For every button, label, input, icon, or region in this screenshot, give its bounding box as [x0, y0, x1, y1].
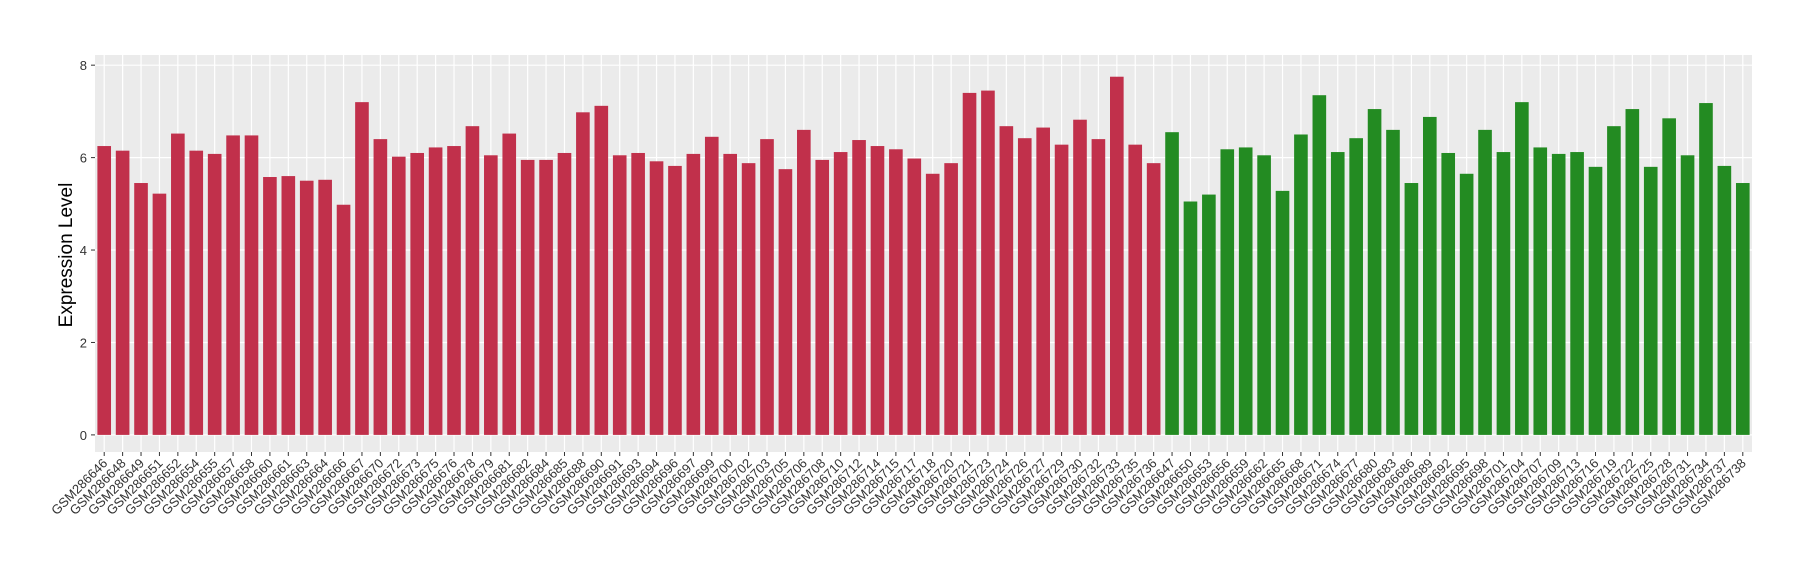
bar: [1183, 201, 1198, 435]
bar: [1294, 134, 1308, 435]
bar: [612, 155, 627, 435]
bar: [668, 165, 682, 435]
bar: [557, 152, 572, 435]
bar: [1588, 166, 1603, 435]
bar: [318, 179, 332, 435]
bar: [889, 149, 903, 435]
bar: [447, 146, 461, 435]
bar: [1275, 190, 1290, 435]
bar: [263, 177, 277, 435]
bar: [1036, 127, 1050, 435]
bar: [760, 139, 774, 435]
bar: [1717, 165, 1732, 435]
bar: [520, 159, 535, 435]
bar: [741, 163, 756, 435]
bar: [1367, 109, 1382, 435]
bar: [355, 102, 369, 435]
bar: [852, 140, 866, 435]
bar: [907, 158, 922, 435]
bar: [1735, 183, 1750, 435]
y-tick-label: 6: [80, 151, 87, 166]
bar: [1257, 155, 1271, 435]
bar: [870, 146, 885, 435]
bar: [686, 153, 701, 435]
bar: [1330, 152, 1345, 435]
bar: [999, 126, 1014, 435]
bar: [1441, 152, 1456, 435]
bar: [981, 90, 995, 435]
bar: [1017, 138, 1032, 435]
bar: [244, 135, 259, 435]
bar: [962, 92, 977, 435]
bar: [1662, 118, 1676, 435]
bar: [576, 112, 590, 435]
bar: [171, 133, 185, 435]
bar: [1312, 95, 1327, 435]
bar: [207, 153, 222, 435]
bar: [1128, 144, 1143, 435]
bar: [539, 159, 553, 435]
bar: [299, 180, 314, 435]
bar: [1110, 76, 1124, 435]
bar: [815, 159, 830, 435]
bar: [373, 139, 388, 435]
bar: [97, 146, 112, 435]
bar: [391, 156, 406, 435]
bar: [484, 155, 498, 435]
bar: [797, 129, 811, 435]
y-tick-label: 8: [80, 58, 87, 73]
bar: [1202, 194, 1216, 435]
bar: [1551, 153, 1566, 435]
bar: [925, 173, 940, 435]
bar: [1349, 138, 1363, 435]
bar: [704, 136, 719, 435]
bar: [944, 163, 958, 435]
bar: [1515, 102, 1529, 435]
bar: [1699, 103, 1713, 435]
bar: [410, 152, 425, 435]
bar: [1478, 129, 1492, 435]
bar: [1386, 129, 1400, 435]
bar: [1404, 183, 1419, 435]
bar: [723, 153, 737, 435]
bar: [1643, 166, 1658, 435]
bar: [281, 176, 296, 435]
bar: [1459, 173, 1474, 435]
bar: [428, 147, 443, 435]
bar: [1625, 109, 1640, 435]
bar: [649, 161, 664, 435]
bar: [1091, 139, 1106, 435]
bar: [1073, 119, 1087, 435]
plot-background: [95, 55, 1752, 452]
bar: [1054, 144, 1069, 435]
bar: [152, 193, 167, 435]
bar: [1220, 149, 1235, 435]
bar: [833, 152, 848, 435]
bar: [1165, 132, 1179, 435]
bar: [1533, 147, 1548, 435]
y-axis-label: Expression Level: [56, 183, 77, 328]
bar: [115, 150, 130, 435]
bar: [631, 152, 645, 435]
bar: [1680, 155, 1695, 435]
y-tick-label: 4: [80, 243, 87, 258]
bar: [336, 204, 351, 435]
bar: [1422, 116, 1437, 435]
bar: [189, 150, 204, 435]
bar: [1496, 152, 1511, 435]
y-tick-label: 2: [80, 335, 87, 350]
bar: [134, 183, 148, 435]
y-tick-label: 0: [80, 428, 87, 443]
bar: [1146, 163, 1161, 435]
bar: [226, 135, 240, 435]
bar: [502, 133, 517, 435]
bar: [1607, 126, 1621, 435]
bar: [778, 169, 793, 435]
bar: [1238, 147, 1253, 435]
bar: [465, 126, 480, 435]
bar: [594, 105, 609, 435]
bar: [1570, 152, 1584, 435]
